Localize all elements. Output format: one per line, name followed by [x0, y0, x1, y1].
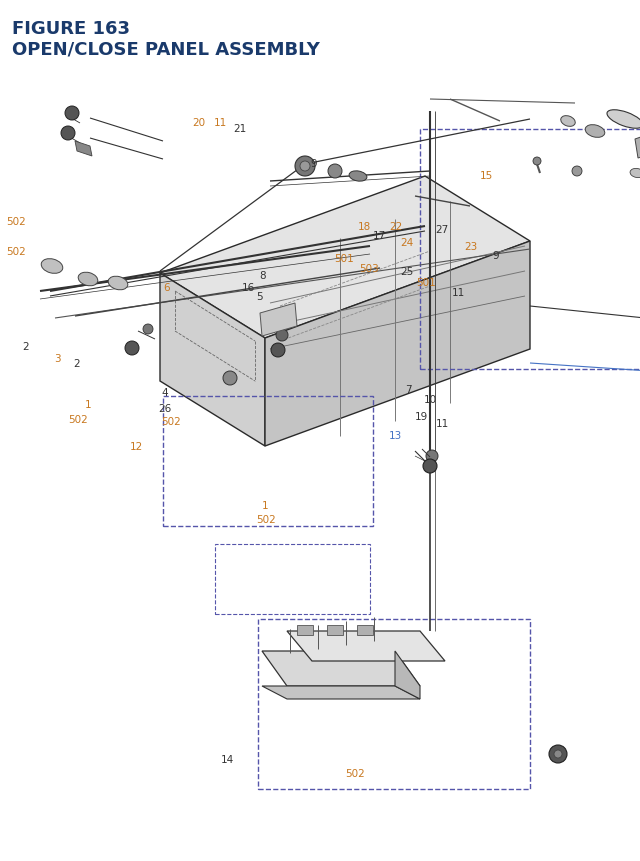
- Polygon shape: [262, 686, 420, 699]
- Polygon shape: [265, 242, 530, 447]
- Text: 503: 503: [359, 263, 378, 274]
- Circle shape: [328, 164, 342, 179]
- Polygon shape: [287, 631, 445, 661]
- Text: 1: 1: [85, 400, 92, 410]
- Polygon shape: [262, 651, 420, 686]
- Text: 15: 15: [480, 170, 493, 181]
- Text: 19: 19: [415, 412, 428, 422]
- Polygon shape: [635, 132, 640, 158]
- Circle shape: [276, 330, 288, 342]
- Ellipse shape: [630, 170, 640, 178]
- Circle shape: [572, 167, 582, 177]
- Ellipse shape: [349, 171, 367, 182]
- Circle shape: [554, 750, 562, 759]
- Text: 8: 8: [259, 270, 266, 281]
- Text: 27: 27: [435, 225, 448, 235]
- Bar: [327, 625, 343, 635]
- Text: 20: 20: [192, 118, 205, 128]
- Bar: [297, 625, 313, 635]
- Circle shape: [549, 745, 567, 763]
- Text: 23: 23: [464, 241, 477, 251]
- Ellipse shape: [108, 277, 128, 290]
- Bar: [258, 619, 530, 789]
- Polygon shape: [75, 142, 92, 157]
- Circle shape: [426, 450, 438, 462]
- Text: 16: 16: [242, 282, 255, 293]
- Ellipse shape: [561, 116, 575, 127]
- Circle shape: [125, 342, 139, 356]
- Circle shape: [533, 158, 541, 166]
- Ellipse shape: [585, 126, 605, 138]
- Text: 3: 3: [54, 354, 61, 364]
- Text: 9: 9: [493, 251, 499, 261]
- Text: 26: 26: [159, 403, 172, 413]
- Circle shape: [223, 372, 237, 386]
- Circle shape: [295, 157, 315, 177]
- Text: 1: 1: [262, 500, 269, 511]
- Bar: [420, 130, 640, 369]
- Polygon shape: [160, 274, 265, 447]
- Circle shape: [65, 107, 79, 121]
- Text: 17: 17: [373, 231, 386, 241]
- Bar: [163, 397, 373, 526]
- Bar: [357, 625, 373, 635]
- Text: OPEN/CLOSE PANEL ASSEMBLY: OPEN/CLOSE PANEL ASSEMBLY: [12, 40, 320, 58]
- Polygon shape: [395, 651, 420, 699]
- Ellipse shape: [41, 259, 63, 274]
- Text: 10: 10: [424, 394, 436, 405]
- Text: 502: 502: [162, 417, 181, 427]
- Bar: [215, 544, 370, 614]
- Polygon shape: [260, 304, 297, 337]
- Polygon shape: [160, 177, 530, 338]
- Text: 11: 11: [452, 288, 465, 298]
- Circle shape: [61, 127, 75, 141]
- Text: 7: 7: [405, 384, 412, 394]
- Text: 11: 11: [214, 118, 227, 128]
- Text: 501: 501: [416, 277, 435, 288]
- Text: 12: 12: [130, 441, 143, 451]
- Circle shape: [271, 344, 285, 357]
- Text: 22: 22: [389, 221, 402, 232]
- Text: 501: 501: [334, 253, 353, 263]
- Text: 21: 21: [234, 124, 246, 134]
- Text: 11: 11: [436, 418, 449, 429]
- Ellipse shape: [78, 273, 98, 287]
- Ellipse shape: [607, 110, 640, 129]
- Text: 18: 18: [358, 221, 371, 232]
- Text: 502: 502: [346, 768, 365, 778]
- Text: 14: 14: [221, 754, 234, 765]
- Text: 13: 13: [389, 430, 402, 441]
- Text: 502: 502: [68, 414, 88, 424]
- Text: 2: 2: [74, 358, 80, 369]
- Text: 24: 24: [400, 238, 413, 248]
- Text: 5: 5: [256, 292, 262, 302]
- Circle shape: [143, 325, 153, 335]
- Text: 502: 502: [6, 246, 26, 257]
- Text: 502: 502: [256, 514, 275, 524]
- Circle shape: [423, 460, 437, 474]
- Text: 2: 2: [22, 341, 29, 351]
- Text: 6: 6: [163, 282, 170, 293]
- Text: 9: 9: [310, 158, 317, 169]
- Text: FIGURE 163: FIGURE 163: [12, 20, 130, 38]
- Text: 502: 502: [6, 217, 26, 227]
- Circle shape: [300, 162, 310, 172]
- Text: 25: 25: [400, 266, 413, 276]
- Text: 4: 4: [162, 387, 168, 398]
